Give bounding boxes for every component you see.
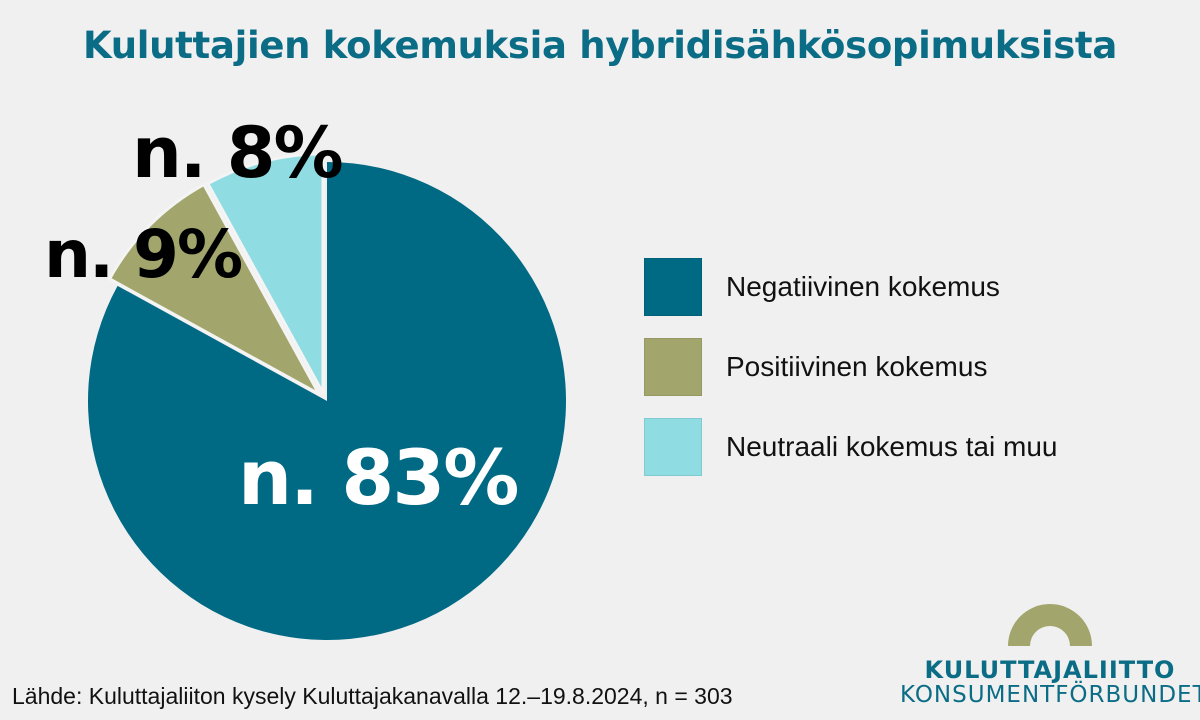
slice-label-positive: n. 9% <box>44 216 243 293</box>
legend-label: Positiivinen kokemus <box>726 351 988 382</box>
legend-item-positive: Positiivinen kokemus <box>644 338 1057 396</box>
legend-item-neutral: Neutraali kokemus tai muu <box>644 418 1057 476</box>
arch-logo-icon <box>1008 604 1092 646</box>
legend-swatch <box>644 418 702 476</box>
slice-label-neutral: n. 8% <box>132 112 344 194</box>
slice-negative <box>87 162 566 640</box>
logo-text-sv: KONSUMENTFÖRBUNDET <box>900 682 1200 709</box>
slice-label-negative: n. 83% <box>238 433 519 522</box>
slice-positive <box>108 183 321 396</box>
legend-swatch <box>644 258 702 316</box>
logo-text-fi: KULUTTAJALIITTO <box>924 656 1176 684</box>
legend-label: Neutraali kokemus tai muu <box>726 431 1058 462</box>
slice-neutral <box>206 152 325 395</box>
chart-title: Kuluttajien kokemuksia hybridisähkösopim… <box>82 24 1117 67</box>
legend-swatch <box>644 338 702 396</box>
legend-item-negative: Negatiivinen kokemus <box>644 258 1057 316</box>
logo: KULUTTAJALIITTO KONSUMENTFÖRBUNDET <box>900 596 1200 707</box>
legend-label: Negatiivinen kokemus <box>726 271 1000 302</box>
legend: Negatiivinen kokemus Positiivinen kokemu… <box>644 258 1057 498</box>
source-note: Lähde: Kuluttajaliiton kysely Kuluttajak… <box>12 683 733 709</box>
